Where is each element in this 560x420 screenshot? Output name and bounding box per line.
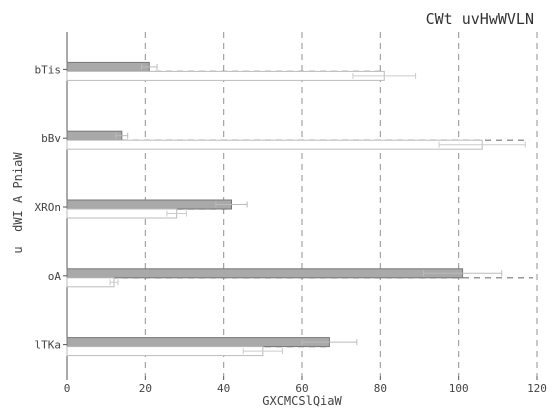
y-tick-label: XROn <box>35 201 62 214</box>
x-tick-label: 0 <box>64 382 71 395</box>
y-axis-label: u dWI A PniaW <box>11 152 25 254</box>
bar-series1 <box>66 130 123 141</box>
chart-title: CWt uvHwWVLN <box>425 10 534 28</box>
x-tick-label: 20 <box>139 382 152 395</box>
x-tick-label: 100 <box>449 382 469 395</box>
y-tick-label: oA <box>48 270 62 283</box>
bar-series2 <box>66 277 115 288</box>
bar-series1 <box>66 61 150 72</box>
bar-series1 <box>66 337 330 348</box>
x-tick-label: 120 <box>527 382 547 395</box>
x-tick-label: 60 <box>295 382 308 395</box>
bar-series2 <box>66 70 385 81</box>
x-tick-label: 80 <box>374 382 387 395</box>
bar-series1 <box>66 268 464 279</box>
labels: 0 20 40 60 80 100 120 bTis bBv XROn oA lTKa <box>35 63 547 395</box>
bars <box>66 61 526 357</box>
x-tick-label: 40 <box>217 382 230 395</box>
y-tick-label: lTKa <box>35 339 62 352</box>
bar-series1 <box>66 199 232 210</box>
bar-series2 <box>66 346 264 357</box>
bar-series2 <box>66 139 483 150</box>
y-tick-label: bTis <box>35 63 62 76</box>
x-axis-label: GXCMCSlQiaW <box>262 394 342 408</box>
y-tick-label: bBv <box>41 132 61 145</box>
bar-series2 <box>66 208 178 219</box>
